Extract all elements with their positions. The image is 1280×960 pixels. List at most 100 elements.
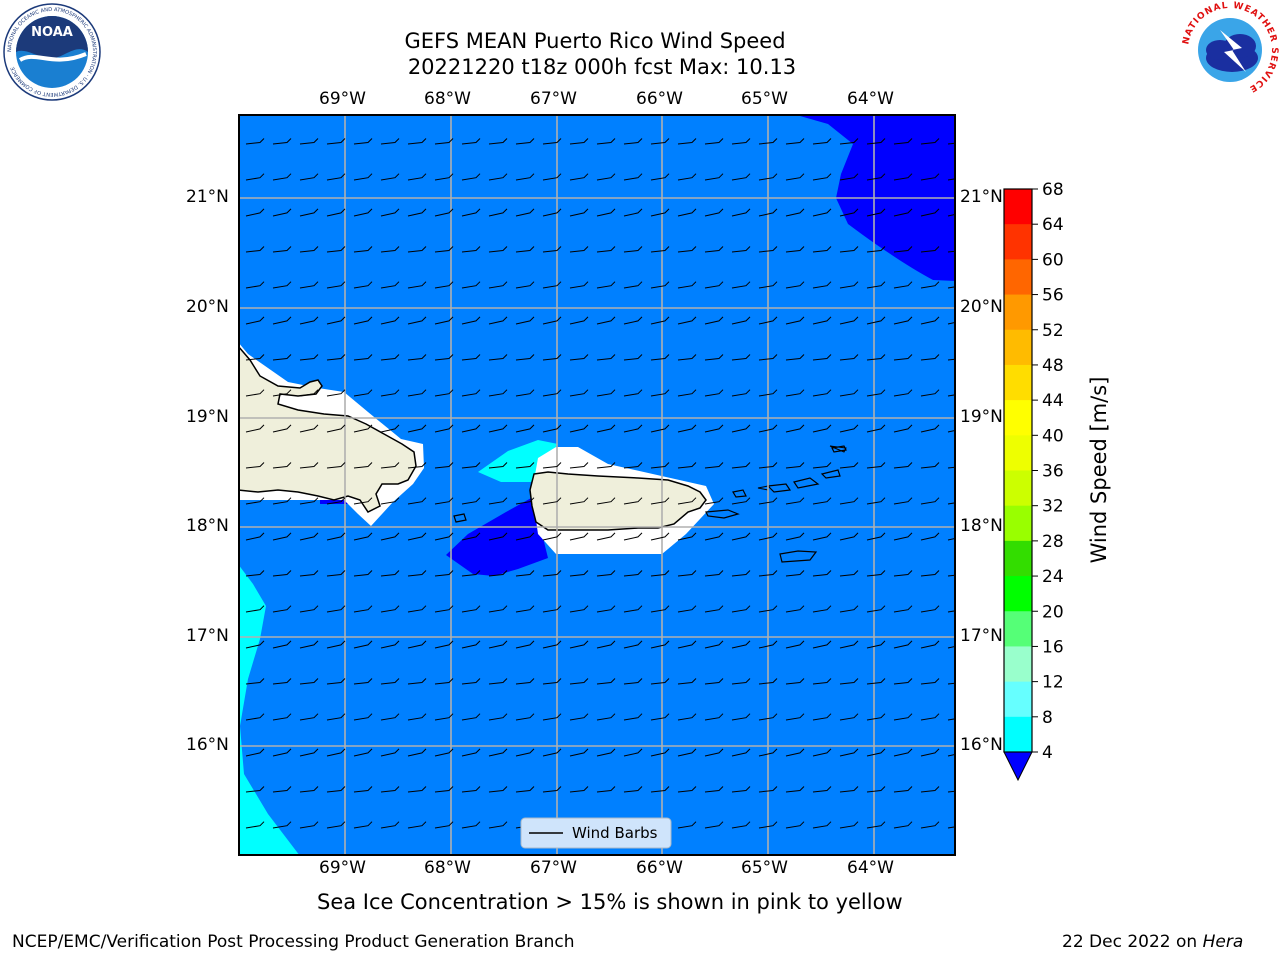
wind-barb [380,532,400,541]
wind-barb [920,316,940,325]
wind-barb [812,821,832,829]
wind-barb [893,713,913,721]
colorbar-segment [1004,259,1032,296]
wind-barb [731,786,751,793]
wind-barb [542,173,562,181]
wind-barb [272,786,292,793]
wind-barb [434,786,454,793]
wind-barb [623,281,643,289]
wind-barb [407,138,427,145]
wind-barb [785,281,805,289]
wind-barb [947,645,956,649]
colorbar-segment [1004,294,1032,331]
wind-barb [542,462,562,469]
lat-label-right-20n: 20°N [960,297,1003,317]
wind-barb [677,678,697,685]
wind-barb [488,678,508,685]
island-st-john [793,477,820,489]
wind-barb [839,786,859,793]
wind-barb [380,389,400,397]
wind-barb [758,246,778,253]
wind-barb [893,748,913,757]
lon-label-top-66w: 66°W [636,89,683,109]
lon-label-bottom-67w: 67°W [530,858,577,878]
wind-barb [272,424,292,433]
wind-barb [947,826,956,829]
wind-barb [677,786,697,793]
wind-barb [866,497,886,505]
lat-label-right-21n: 21°N [960,187,1003,207]
wind-barb [677,138,697,145]
wind-barb [650,138,670,145]
wind-barb [677,389,697,397]
wind-barb [731,821,751,829]
wind-barb [380,173,400,181]
wind-barb [839,354,859,361]
colorbar-tick-label: 24 [1042,567,1064,587]
wind-barb [758,389,778,397]
wind-barb [488,281,508,289]
wind-barb [515,570,535,577]
colorbar-tick-label: 36 [1042,462,1064,482]
wind-barb [353,424,373,433]
wind-barb [326,246,346,253]
wind-barb [731,532,751,541]
wind-barbs-legend: Wind Barbs [520,817,672,849]
wind-barb [380,462,400,469]
wind-barb [947,718,956,721]
wind-barb [488,424,508,433]
wind-barb [596,208,616,217]
wind-barb [704,821,724,829]
wind-barb [596,424,616,433]
wind-barb [515,786,535,793]
wind-barb [758,138,778,145]
wind-barb [245,389,265,397]
wind-barb [866,316,886,325]
low-wind-region-south [446,497,548,576]
wind-barb [380,497,400,505]
wind-barb [434,678,454,685]
colorbar-label: Wind Speed [m/s] [1087,377,1111,564]
wind-barb [839,605,859,613]
wind-barb [920,462,940,469]
wind-barb [623,497,643,505]
wind-barb [677,246,697,253]
wind-barb [812,570,832,577]
wind-barb [623,246,643,253]
wind-barb [785,786,805,793]
wind-barb [326,316,346,325]
wind-barb [839,462,859,469]
colorbar-tick-label: 12 [1042,673,1064,693]
lon-label-bottom-65w: 65°W [741,858,788,878]
wind-barb [245,208,265,217]
wind-barb [461,748,481,757]
wind-barb [785,748,805,757]
wind-barb [299,678,319,685]
wind-barb [245,605,265,613]
wind-barb [623,605,643,613]
lat-label-left-20n: 20°N [186,297,229,317]
nws-logo: NATIONAL WEATHER SERVICE [1181,1,1278,98]
wind-barb [272,354,292,361]
colorbar-tick-label: 4 [1042,743,1053,763]
lon-label-top-64w: 64°W [847,89,894,109]
wind-barb [812,678,832,685]
wind-barb [812,208,832,217]
wind-barb [758,173,778,181]
wind-barb [488,786,508,793]
wind-barb [785,316,805,325]
wind-barb [299,173,319,181]
wind-barb [758,424,778,433]
wind-barb [245,570,265,577]
wind-barb [731,316,751,325]
wind-barb [731,389,751,397]
wind-barb [650,424,670,433]
colorbar-segment [1004,576,1032,612]
colorbar-tick-label: 68 [1042,180,1064,200]
wind-barb [326,424,346,433]
wind-barb [353,208,373,217]
wind-barb [326,570,346,577]
wind-barb [515,497,535,505]
wind-barb [812,354,832,361]
wind-barb [515,138,535,145]
